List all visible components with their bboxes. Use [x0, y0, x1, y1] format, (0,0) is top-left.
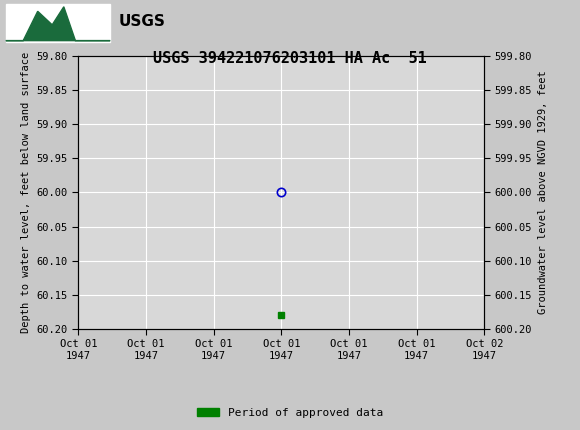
Y-axis label: Groundwater level above NGVD 1929, feet: Groundwater level above NGVD 1929, feet	[538, 71, 548, 314]
Legend: Period of approved data: Period of approved data	[193, 403, 387, 422]
FancyBboxPatch shape	[6, 3, 110, 42]
Polygon shape	[6, 7, 110, 41]
Text: USGS: USGS	[119, 14, 166, 29]
Y-axis label: Depth to water level, feet below land surface: Depth to water level, feet below land su…	[21, 52, 31, 333]
Text: USGS 394221076203101 HA Ac  51: USGS 394221076203101 HA Ac 51	[153, 51, 427, 65]
